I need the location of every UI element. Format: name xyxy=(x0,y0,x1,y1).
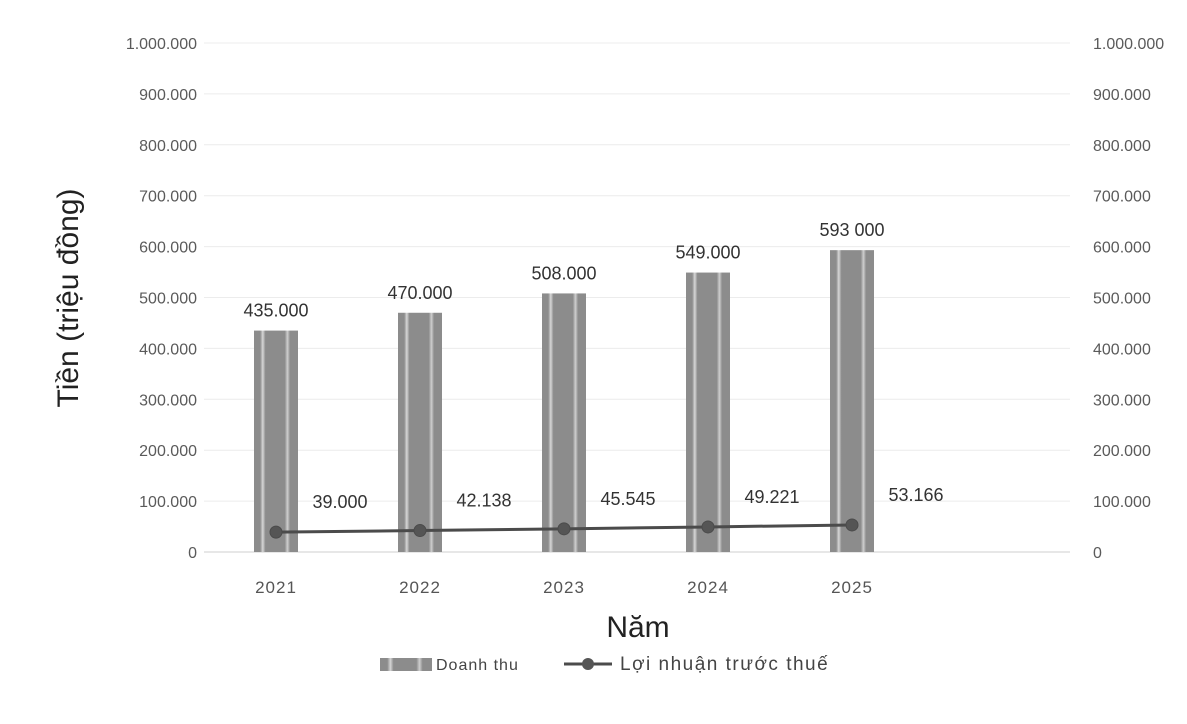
y-tick-label-left: 1.000.000 xyxy=(126,36,197,53)
x-tick-label: 2021 xyxy=(255,578,297,597)
y-tick-label-left: 900.000 xyxy=(139,87,197,104)
bar-data-label-2024: 549.000 xyxy=(675,243,740,263)
y-tick-label-right: 1.000.000 xyxy=(1093,36,1164,53)
y-tick-label-left: 800.000 xyxy=(139,138,197,155)
y-tick-label-left: 100.000 xyxy=(139,494,197,511)
y-tick-label-left: 500.000 xyxy=(139,291,197,308)
bar-2023 xyxy=(542,293,586,552)
y-tick-label-right: 400.000 xyxy=(1093,341,1151,358)
y-tick-label-right: 500.000 xyxy=(1093,291,1151,308)
line-data-label-2025: 53.166 xyxy=(888,485,943,505)
y-axis-left: 0 100.000 200.000 300.000 400.000 500.000 600.… xyxy=(126,36,197,562)
x-axis: 2021 2022 2023 2024 2025 xyxy=(255,578,873,597)
line-series-loi-nhuan xyxy=(269,518,859,539)
bar-data-label-2025: 593 000 xyxy=(819,220,884,240)
y-tick-label-right: 700.000 xyxy=(1093,189,1151,206)
bar-data-label-2022: 470.000 xyxy=(387,283,452,303)
y-tick-label-left: 200.000 xyxy=(139,443,197,460)
line-point-2023 xyxy=(557,522,571,536)
y-tick-label-right: 900.000 xyxy=(1093,87,1151,104)
line-point-2022 xyxy=(413,524,427,538)
y-axis-right: 0 100.000 200.000 300.000 400.000 500.000 600.… xyxy=(1093,36,1164,562)
bar-data-label-2023: 508.000 xyxy=(531,263,596,283)
x-tick-label: 2023 xyxy=(543,578,585,597)
line-data-label-2021: 39.000 xyxy=(312,492,367,512)
y-axis-title: Tiền (triệu đồng) xyxy=(52,189,85,408)
gridlines xyxy=(204,42,1070,553)
legend-label-doanh-thu: Doanh thu xyxy=(436,657,519,674)
legend-swatch-bar xyxy=(380,658,432,671)
line-data-label-2022: 42.138 xyxy=(456,491,511,511)
y-tick-label-left: 400.000 xyxy=(139,341,197,358)
y-tick-label-left: 300.000 xyxy=(139,392,197,409)
x-axis-title: Năm xyxy=(606,611,669,644)
line-point-2021 xyxy=(269,525,283,539)
bar-2025 xyxy=(830,250,874,552)
bar-series-doanh-thu xyxy=(254,250,874,552)
bar-2024 xyxy=(686,272,730,552)
bar-data-label-2021: 435.000 xyxy=(243,301,308,321)
y-tick-label-right: 800.000 xyxy=(1093,138,1151,155)
line-data-labels: 39.000 42.138 45.545 49.221 53.166 xyxy=(312,485,943,512)
y-tick-label-right: 0 xyxy=(1093,545,1102,562)
line-point-2024 xyxy=(701,520,715,534)
bar-2021 xyxy=(254,330,298,552)
x-tick-label: 2022 xyxy=(399,578,441,597)
y-tick-label-right: 200.000 xyxy=(1093,443,1151,460)
legend-item-doanh-thu: Doanh thu xyxy=(380,657,519,674)
line-point-2025 xyxy=(845,518,859,532)
y-tick-label-left: 0 xyxy=(188,545,197,562)
y-tick-label-left: 700.000 xyxy=(139,189,197,206)
y-tick-label-right: 100.000 xyxy=(1093,494,1151,511)
legend: Doanh thu Lợi nhuận trước thuế xyxy=(380,654,829,675)
x-tick-label: 2025 xyxy=(831,578,873,597)
y-tick-label-left: 600.000 xyxy=(139,240,197,257)
line-data-label-2023: 45.545 xyxy=(600,489,655,509)
legend-label-loi-nhuan: Lợi nhuận trước thuế xyxy=(620,654,829,675)
bar-2022 xyxy=(398,312,442,552)
legend-item-loi-nhuan: Lợi nhuận trước thuế xyxy=(564,654,829,675)
line-data-label-2024: 49.221 xyxy=(744,487,799,507)
legend-marker-circle xyxy=(582,658,594,670)
y-tick-label-right: 600.000 xyxy=(1093,240,1151,257)
y-tick-label-right: 300.000 xyxy=(1093,392,1151,409)
bar-data-labels: 435.000 470.000 508.000 549.000 593 000 xyxy=(243,220,884,320)
x-tick-label: 2024 xyxy=(687,578,729,597)
